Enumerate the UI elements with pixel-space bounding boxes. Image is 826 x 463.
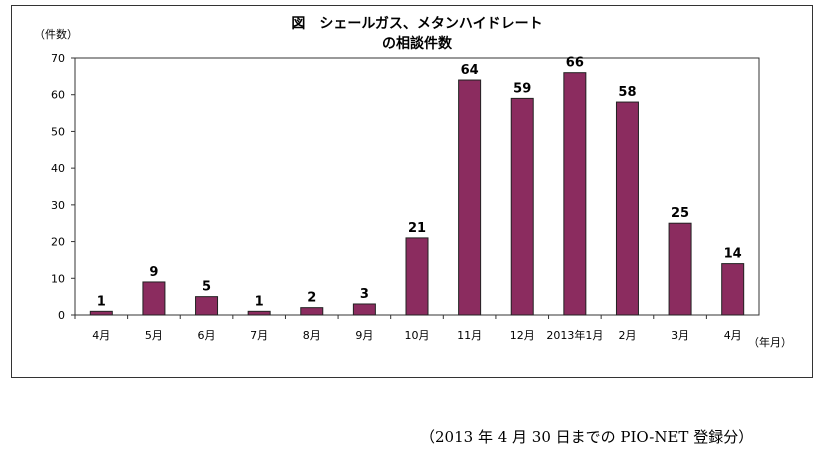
x-tick-label: 2月	[618, 329, 636, 342]
y-tick-label: 0	[58, 309, 65, 322]
chart-title: 図 シェールガス、メタンハイドレート	[291, 16, 542, 32]
bar	[195, 296, 219, 316]
x-tick-label: 9月	[355, 329, 373, 342]
bar	[247, 310, 271, 316]
source-note: （2013 年 4 月 30 日までの PIO-NET 登録分）	[420, 428, 754, 446]
bar	[721, 263, 745, 316]
bar	[300, 307, 324, 316]
data-label: 1	[255, 294, 264, 309]
y-tick-label: 30	[51, 199, 65, 212]
x-tick-label: 6月	[198, 329, 216, 342]
x-tick-label: 11月	[457, 329, 482, 342]
x-tick-label: 12月	[510, 329, 535, 342]
bar	[510, 97, 534, 316]
data-label: 1	[97, 294, 106, 309]
bar	[615, 101, 639, 316]
x-tick-label: 4月	[724, 329, 742, 342]
x-tick-label: 2013年1月	[546, 328, 603, 342]
data-label: 58	[618, 85, 636, 100]
chart-subtitle: の相談件数	[382, 35, 453, 52]
bar	[352, 303, 376, 316]
data-label: 2	[307, 291, 316, 306]
x-axis: 4月 5月 6月 7月 8月 9月 10月 11月 12月 2013年1月 2月 3月 4月	[74, 315, 742, 342]
data-label: 64	[461, 63, 479, 78]
y-tick-label: 50	[51, 125, 65, 138]
bar	[563, 72, 587, 316]
data-label: 9	[149, 265, 158, 280]
y-tick-label: 10	[51, 272, 65, 285]
x-tick-label: 8月	[303, 329, 321, 342]
x-tick-label: 7月	[250, 329, 268, 342]
y-tick-label: 40	[51, 162, 65, 175]
y-tick-label: 60	[51, 89, 65, 102]
y-axis-label: （件数）	[34, 28, 78, 41]
bar	[405, 237, 429, 316]
data-label: 59	[513, 81, 531, 96]
bar-chart: 図 シェールガス、メタンハイドレート の相談件数 （件数） （年月） 01020…	[34, 16, 792, 349]
y-tick-label: 20	[51, 236, 65, 249]
data-label: 25	[671, 206, 689, 221]
x-tick-label: 5月	[145, 329, 163, 342]
x-axis-label: （年月）	[748, 335, 792, 349]
bar	[668, 222, 692, 316]
chart-frame: 図 シェールガス、メタンハイドレート の相談件数 （件数） （年月） 0 10 20…	[11, 5, 813, 378]
bars-group: 1 9 5 1 2 3 21 64 59 66 58 25 14	[89, 56, 745, 316]
bar	[458, 79, 482, 316]
data-label: 5	[202, 280, 211, 295]
data-label: 21	[408, 221, 426, 236]
bar	[89, 310, 113, 316]
y-tick-label: 70	[51, 52, 65, 65]
x-tick-label: 4月	[92, 329, 110, 342]
bar	[142, 281, 166, 316]
data-label: 3	[360, 287, 369, 302]
y-axis: 0 10 20 30 40 50 60 70	[51, 52, 75, 322]
x-tick-label: 3月	[671, 329, 689, 342]
x-tick-label: 10月	[405, 329, 430, 342]
data-label: 66	[566, 56, 584, 71]
data-label: 14	[724, 247, 742, 262]
